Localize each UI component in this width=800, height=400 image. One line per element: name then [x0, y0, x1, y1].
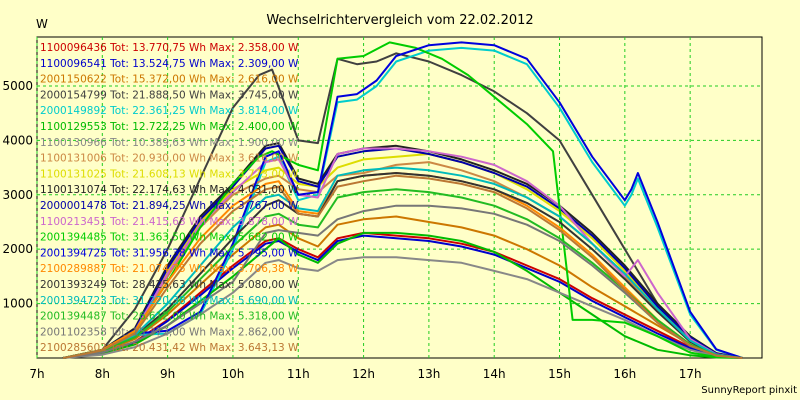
y-tick-label-1: 2000 — [2, 242, 33, 256]
x-tick-label-2: 9h — [160, 367, 175, 381]
series-line-13 — [62, 41, 743, 359]
series-line-12 — [62, 41, 743, 359]
legend-entry-4: 2000149892 Tot: 22.361,25 Wh Max: 3.814,… — [40, 105, 299, 117]
legend-entry-10: 2000001478 Tot: 21.894,25 Wh Max: 3.767,… — [40, 200, 299, 212]
legend-entry-7: 1100131006 Tot: 20.930,00 Wh Max: 3.616,… — [40, 153, 299, 165]
x-tick-label-7: 14h — [483, 367, 506, 381]
series-line-19 — [62, 174, 743, 359]
x-tick-label-8: 15h — [548, 367, 571, 381]
y-tick-label-3: 4000 — [2, 133, 33, 147]
y-tick-label-4: 5000 — [2, 79, 33, 93]
chart-title: Wechselrichtervergleich vom 22.02.2012 — [266, 13, 533, 28]
legend-entry-9: 1100131074 Tot: 22.174,63 Wh Max: 4.031,… — [40, 184, 299, 196]
series-line-16 — [62, 166, 743, 359]
series-line-3 — [62, 52, 743, 359]
x-tick-label-10: 17h — [679, 367, 702, 381]
legend-entry-11: 1100213451 Tot: 21.415,63 Wh Max: 3.878,… — [40, 216, 299, 228]
grid — [36, 37, 762, 358]
series-line-2 — [62, 215, 743, 359]
legend-entry-5: 1100129553 Tot: 12.722,25 Wh Max: 2.400,… — [40, 121, 299, 133]
x-tick-labels: 7h 8h 9h 10h 11h 12h 13h 14h 15h 16h 17h — [29, 367, 701, 381]
x-tick-label-1: 8h — [95, 367, 110, 381]
legend-entry-16: 2001394723 Tot: 31.220,38 Wh Max: 5.690,… — [40, 295, 299, 307]
legend-entry-15: 2001393249 Tot: 28.425,63 Wh Max: 5.080,… — [40, 279, 299, 291]
series-lines — [62, 41, 743, 359]
chart-footer: SunnyReport pinxit — [701, 385, 797, 396]
series-line-10 — [62, 144, 743, 359]
y-tick-label-2: 3000 — [2, 188, 33, 202]
legend: 1100096436 Tot: 13.770,75 Wh Max: 2.358,… — [40, 42, 299, 354]
series-line-9 — [62, 142, 743, 359]
x-tick-label-9: 16h — [613, 367, 636, 381]
legend-entry-2: 2001150622 Tot: 15.372,00 Wh Max: 2.616,… — [40, 74, 299, 86]
legend-entry-1: 1100096541 Tot: 13.524,75 Wh Max: 2.309,… — [40, 58, 299, 70]
series-line-5 — [62, 231, 743, 359]
series-line-18 — [62, 204, 743, 359]
series-line-15 — [62, 172, 743, 359]
x-tick-label-6: 13h — [417, 367, 440, 381]
x-tick-label-3: 10h — [222, 367, 245, 381]
x-tick-label-5: 12h — [352, 367, 375, 381]
legend-entry-17: 2001394487 Tot: 26.612,00 Wh Max: 5.318,… — [40, 311, 299, 323]
legend-entry-3: 2000154799 Tot: 21.888,50 Wh Max: 3.745,… — [40, 89, 299, 101]
y-tick-label-0: 1000 — [2, 297, 33, 311]
legend-entry-19: 2100285602 Tot: 20.431,42 Wh Max: 3.643,… — [40, 342, 299, 354]
legend-entry-8: 1100131025 Tot: 21.608,13 Wh Max: 3.773,… — [40, 168, 299, 180]
legend-entry-12: 2001394485 Tot: 31.363,50 Wh Max: 5.682,… — [40, 232, 299, 244]
x-tick-label-0: 7h — [29, 367, 44, 381]
series-line-1 — [62, 234, 743, 359]
legend-entry-13: 2001394725 Tot: 31.956,38 Wh Max: 5.795,… — [40, 247, 299, 259]
legend-entry-0: 1100096436 Tot: 13.770,75 Wh Max: 2.358,… — [40, 42, 299, 54]
legend-entry-18: 2001102358 Tot: 15.372,00 Wh Max: 2.862,… — [40, 326, 299, 338]
legend-entry-14: 2100289887 Tot: 21.074,75 Wh Max: 3.706,… — [40, 263, 299, 275]
x-tick-label-4: 11h — [287, 367, 310, 381]
series-line-0 — [62, 231, 743, 359]
series-line-8 — [62, 153, 743, 359]
series-line-6 — [63, 256, 743, 359]
legend-entry-6: 1100130966 Tot: 10.389,63 Wh Max: 1.900,… — [40, 137, 299, 149]
y-tick-labels: 1000 2000 3000 4000 5000 — [2, 79, 33, 311]
y-axis-label: W — [36, 17, 48, 31]
